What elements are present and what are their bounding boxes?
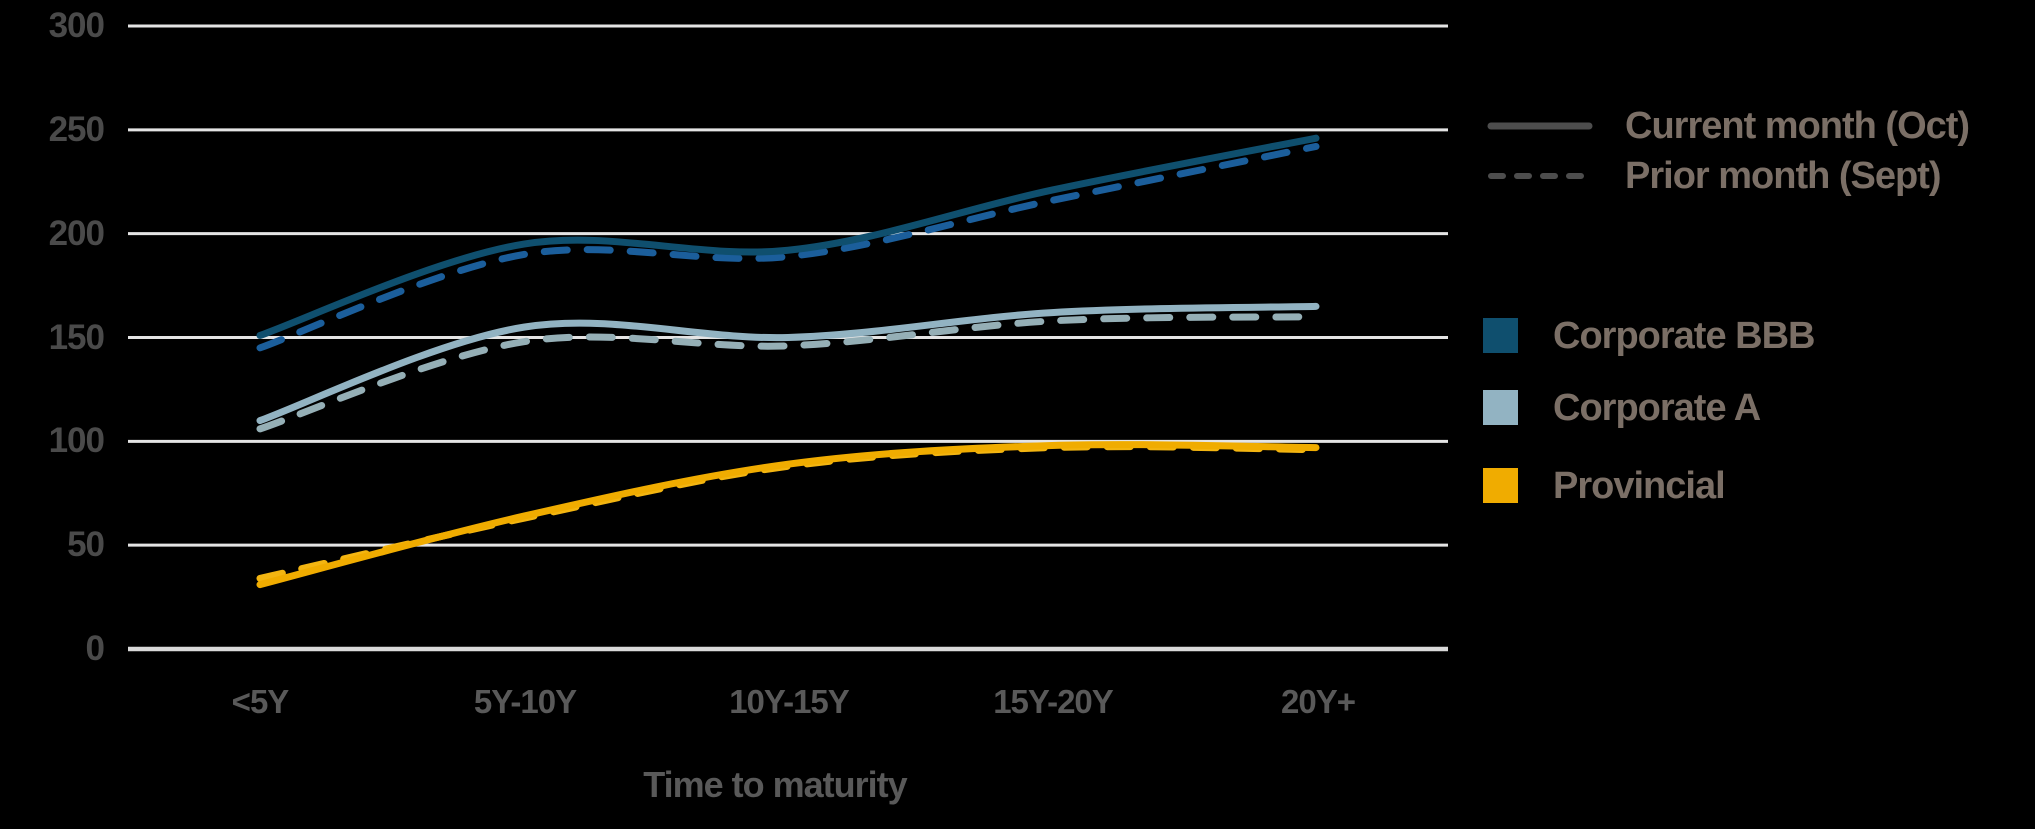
series-line-provincial-solid: [256, 441, 1320, 589]
x-tick-under-5y: <5Y: [231, 683, 290, 720]
x-tick-10y-15y: 10Y-15Y: [729, 683, 850, 720]
y-tick-50: 50: [67, 525, 105, 564]
y-tick-250: 250: [48, 110, 105, 149]
y-tick-150: 150: [48, 318, 105, 357]
x-tick-20y-plus: 20Y+: [1281, 683, 1356, 720]
legend-label-provincial: Provincial: [1553, 465, 1726, 507]
y-tick-100: 100: [48, 421, 105, 460]
legend-swatch-corporate-a: [1483, 390, 1518, 425]
series-line-corporate-a-solid: [256, 302, 1320, 425]
legend-label-prior-month: Prior month (Sept): [1625, 155, 1942, 197]
y-tick-200: 200: [48, 214, 105, 253]
legend-dashed-line-swatch: [1488, 173, 1592, 179]
x-tick-15y-20y: 15Y-20Y: [993, 683, 1114, 720]
y-tick-300: 300: [48, 6, 105, 45]
legend-swatch-corporate-bbb: [1483, 318, 1518, 353]
legend-swatch-provincial: [1483, 468, 1518, 503]
x-tick-5y-10y: 5Y-10Y: [473, 683, 577, 720]
series-line-corporate-bbb-solid: [256, 134, 1320, 339]
series-line-corporate-bbb-dashed: [256, 142, 1320, 352]
legend-label-corporate-bbb: Corporate BBB: [1553, 315, 1815, 357]
y-tick-0: 0: [85, 629, 105, 668]
legend-solid-line-swatch: [1487, 122, 1593, 130]
legend-label-current-month: Current month (Oct): [1625, 105, 1970, 147]
series-line-corporate-a-dashed: [256, 313, 1320, 433]
x-axis-title: Time to maturity: [643, 764, 907, 805]
legend-label-corporate-a: Corporate A: [1553, 387, 1761, 429]
